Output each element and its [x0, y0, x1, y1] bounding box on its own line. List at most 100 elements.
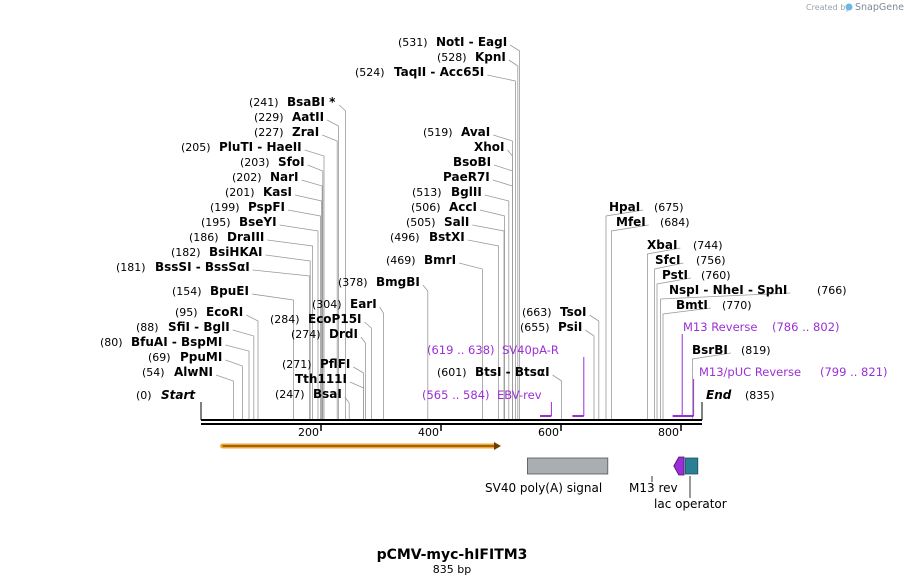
site-label[interactable]: (663) TsoI: [522, 305, 586, 319]
site-leader-line: [225, 344, 250, 420]
site-leader-line: [251, 293, 294, 420]
site-label[interactable]: (205) PluTI - HaeII: [181, 140, 302, 154]
svg-text:BssSI - BssSαI: BssSI - BssSαI: [155, 260, 250, 274]
site-label[interactable]: (201) KasI: [225, 185, 292, 199]
site-label[interactable]: (378) BmgBI: [338, 275, 420, 289]
site-label[interactable]: (88) SfiI - BglI: [136, 320, 230, 334]
site-label[interactable]: (186) DraIII: [189, 230, 264, 244]
svg-text:PstI: PstI: [662, 268, 688, 282]
svg-text:AatII: AatII: [292, 110, 324, 124]
site-label[interactable]: (80) BfuAI - BspMI: [100, 335, 222, 349]
site-label[interactable]: PstI (760): [662, 268, 731, 282]
svg-text:EcoRI: EcoRI: [206, 305, 243, 319]
site-leader-line: [360, 336, 366, 420]
svg-text:(531): (531): [398, 36, 428, 49]
site-label[interactable]: (227) ZraI: [254, 125, 319, 139]
svg-text:(69): (69): [148, 351, 171, 364]
site-label[interactable]: (531) NotI - EagI: [398, 35, 507, 49]
site-label[interactable]: XbaI (744): [647, 238, 723, 252]
site-leader-line: [656, 277, 692, 420]
svg-text:(227): (227): [254, 126, 284, 139]
feature-label-sv40-polya[interactable]: SV40 poly(A) signal: [485, 481, 602, 495]
site-leader-line: [379, 306, 384, 420]
site-label[interactable]: (182) BsiHKAI: [171, 245, 263, 259]
watermark-brand: SnapGene: [855, 2, 904, 13]
site-label[interactable]: (304) EarI: [312, 297, 377, 311]
svg-text:Tth111I: Tth111I: [295, 372, 347, 386]
primer-label[interactable]: M13 Reverse (786 .. 802): [683, 320, 840, 334]
site-label[interactable]: (195) BseYI: [201, 215, 277, 229]
primer-label[interactable]: (619 .. 638) SV40pA-R: [427, 343, 559, 357]
svg-text:(195): (195): [201, 216, 231, 229]
svg-text:(274): (274): [291, 328, 321, 341]
site-label[interactable]: (519) AvaI: [423, 125, 490, 139]
svg-text:(684): (684): [660, 216, 690, 229]
site-label[interactable]: MfeI (684): [616, 215, 690, 229]
svg-text:(229): (229): [254, 111, 284, 124]
site-label[interactable]: (203) SfoI: [240, 155, 305, 169]
site-label[interactable]: (601) BtsI - BtsαI: [437, 365, 550, 379]
site-leader-line: [660, 292, 791, 420]
svg-text:(88): (88): [136, 321, 159, 334]
svg-text:DrdI: DrdI: [329, 327, 358, 341]
site-label[interactable]: (469) BmrI: [386, 253, 456, 267]
svg-text:NotI - EagI: NotI - EagI: [436, 35, 507, 49]
site-label[interactable]: XhoI: [474, 140, 505, 154]
site-leader-line: [279, 224, 319, 420]
site-label[interactable]: (524) TaqII - Acc65I: [355, 65, 484, 79]
site-label[interactable]: (229) AatII: [254, 110, 324, 124]
feature-labels: SV40 poly(A) signal M13 rev lac operator: [485, 481, 727, 511]
site-label[interactable]: (181) BssSI - BssSαI: [116, 260, 250, 274]
svg-text:PluTI - HaeII: PluTI - HaeII: [219, 140, 302, 154]
site-label[interactable]: SfcI (756): [655, 253, 726, 267]
site-label[interactable]: (284) EcoP15I: [270, 312, 362, 326]
primer-label[interactable]: (565 .. 584) EBV-rev: [422, 388, 542, 402]
site-label[interactable]: (247) BsaI: [275, 387, 342, 401]
svg-text:(513): (513): [412, 186, 442, 199]
primer-label[interactable]: M13/pUC Reverse (799 .. 821): [699, 365, 888, 379]
svg-text:BmrI: BmrI: [424, 253, 456, 267]
site-label[interactable]: (95) EcoRI: [175, 305, 243, 319]
site-label[interactable]: (202) NarI: [232, 170, 299, 184]
svg-text:(247): (247): [275, 388, 305, 401]
svg-text:MfeI: MfeI: [616, 215, 646, 229]
svg-text:(181): (181): [116, 261, 146, 274]
site-leader-line: [364, 321, 372, 420]
svg-text:(766): (766): [817, 284, 847, 297]
feature-label-lac-operator[interactable]: lac operator: [654, 497, 727, 511]
svg-text:PaeR7I: PaeR7I: [443, 170, 490, 184]
site-label[interactable]: (54) AlwNI: [142, 365, 213, 379]
site-label[interactable]: (528) KpnI: [437, 50, 506, 64]
watermark-prefix: Created by: [806, 3, 850, 12]
site-label[interactable]: HpaI (675): [609, 200, 684, 214]
svg-text:BseYI: BseYI: [239, 215, 277, 229]
site-label[interactable]: (199) PspFI: [210, 200, 285, 214]
site-label[interactable]: (154) BpuEI: [172, 284, 249, 298]
svg-text:XhoI: XhoI: [474, 140, 505, 154]
svg-text:KpnI: KpnI: [475, 50, 506, 64]
site-label[interactable]: (513) BglII: [412, 185, 482, 199]
site-label[interactable]: (241) BsaBI *: [249, 95, 336, 109]
svg-text:(675): (675): [654, 201, 684, 214]
site-label[interactable]: BsoBI: [453, 155, 491, 169]
site-label[interactable]: (655) PsiI: [520, 320, 582, 334]
site-label[interactable]: (506) AccI: [411, 200, 477, 214]
sequence-end-label: End (835): [706, 388, 775, 402]
site-label[interactable]: (496) BstXI: [390, 230, 465, 244]
feature-m13-rev-arrow: [673, 456, 685, 476]
svg-text:(601): (601): [437, 366, 467, 379]
site-label[interactable]: PaeR7I: [443, 170, 490, 184]
site-label[interactable]: (505) SalI: [406, 215, 469, 229]
site-label[interactable]: (271) PflFI: [282, 357, 350, 371]
site-label[interactable]: BmtI (770): [676, 298, 752, 312]
svg-text:(744): (744): [693, 239, 723, 252]
svg-text:(799 .. 821): (799 .. 821): [820, 365, 888, 379]
site-label[interactable]: (69) PpuMI: [148, 350, 222, 364]
site-label[interactable]: Tth111I: [295, 372, 347, 386]
site-label[interactable]: (274) DrdI: [291, 327, 358, 341]
site-label[interactable]: BsrBI (819): [692, 343, 771, 357]
snapgene-watermark: Created by SnapGene: [806, 2, 904, 13]
svg-text:(655): (655): [520, 321, 550, 334]
site-label[interactable]: NspI - NheI - SphI (766): [669, 283, 847, 297]
feature-label-m13-rev[interactable]: M13 rev: [629, 481, 678, 495]
